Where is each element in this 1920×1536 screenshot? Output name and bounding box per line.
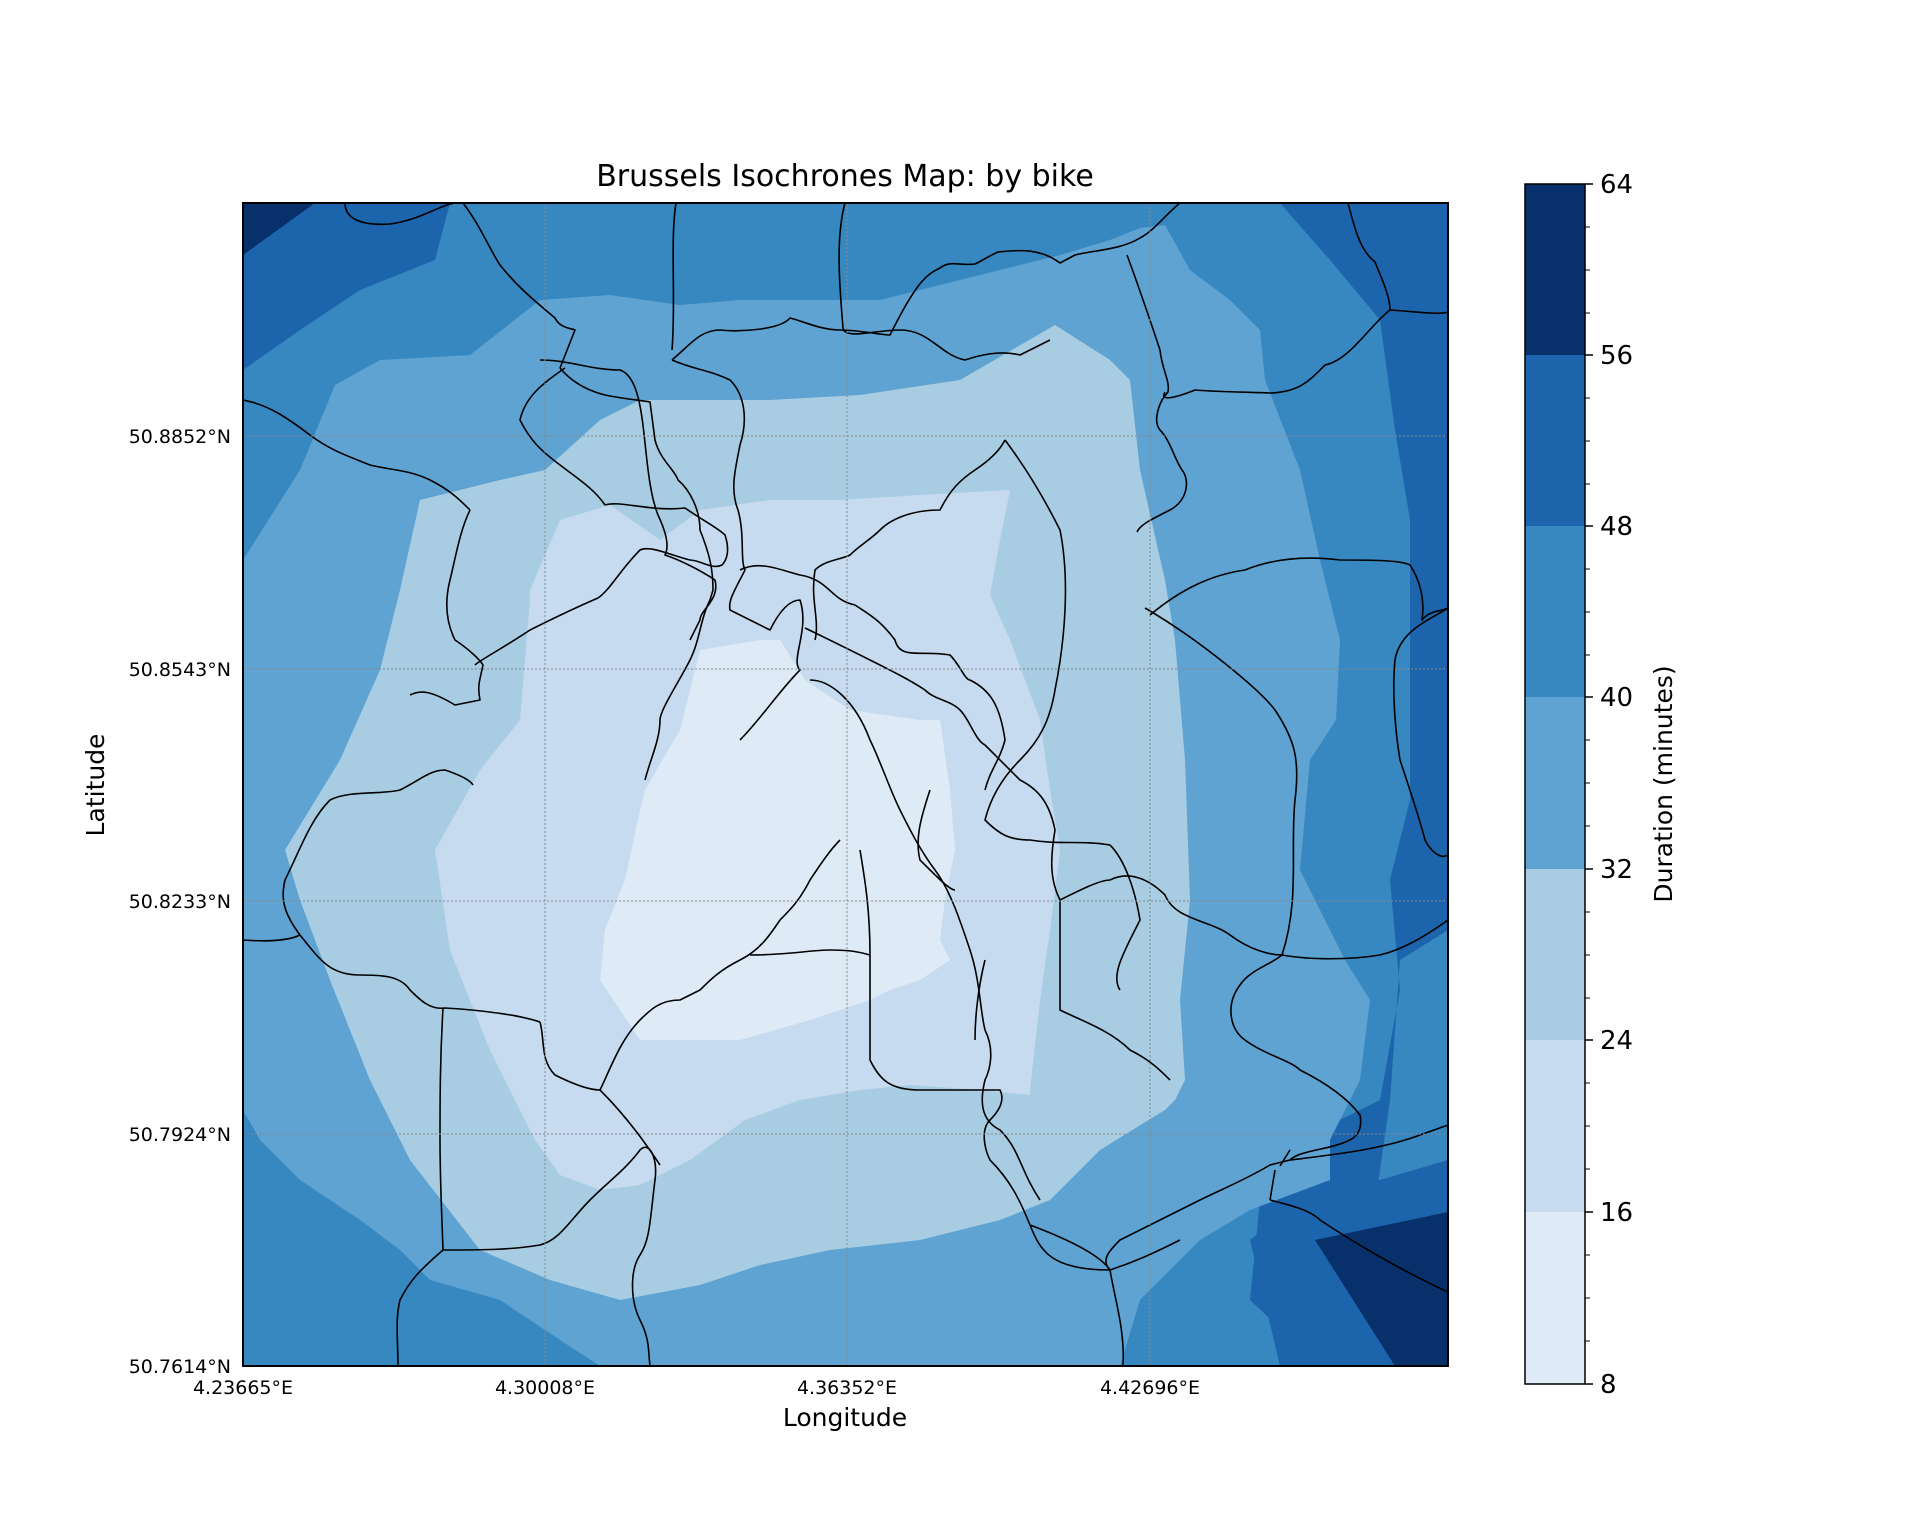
boundary-line [838, 203, 1051, 361]
x-axis-label: Longitude [783, 1403, 907, 1432]
boundary-line [1109, 1269, 1125, 1366]
band-56-64-se-corner [1315, 1212, 1448, 1366]
colorbar-tick-label: 16 [1600, 1198, 1633, 1228]
boundary-line [1149, 557, 1448, 621]
boundary-line [779, 839, 841, 921]
colorbar-tick-label: 8 [1600, 1370, 1617, 1400]
boundary-line [409, 509, 484, 706]
boundary-line [1109, 1239, 1181, 1271]
y-tick-label: 50.7924°N [129, 1124, 231, 1146]
boundary-line [917, 789, 956, 891]
boundary-line [243, 399, 471, 511]
boundary-line [462, 203, 576, 369]
boundary-line [344, 203, 456, 226]
colorbar-band [1525, 1212, 1585, 1384]
y-tick-label: 50.8543°N [129, 659, 231, 681]
boundary-line [597, 502, 729, 599]
axes-frame [242, 202, 1449, 1367]
x-tick-label: 4.23665°E [193, 1377, 293, 1399]
colorbar-tick-label: 32 [1600, 855, 1633, 885]
colorbar-tick-label: 48 [1600, 512, 1633, 542]
colorbar-tick-label: 24 [1600, 1026, 1633, 1056]
boundary-line [739, 564, 971, 681]
boundary-line [671, 203, 677, 351]
boundary-line [1393, 607, 1448, 858]
y-tick-label: 50.8852°N [129, 426, 231, 448]
boundary-line [1269, 1199, 1448, 1293]
x-tick-label: 4.30008°E [495, 1377, 595, 1399]
boundary-line [1126, 254, 1188, 533]
boundary-line [539, 1021, 601, 1091]
boundary-line [974, 959, 986, 1041]
boundary-line [243, 769, 474, 942]
band-8-16 [600, 640, 955, 1040]
colorbar-band [1525, 869, 1585, 1040]
boundary-line [1144, 607, 1298, 956]
colorbar-label: Duration (minutes) [1649, 665, 1678, 902]
band-48-56-nw [243, 203, 450, 370]
boundary-line [812, 439, 1006, 641]
boundary-line [1281, 919, 1448, 960]
boundary-line [599, 919, 781, 1091]
boundary-line [671, 203, 1181, 361]
colorbar-band [1525, 184, 1585, 355]
boundary-line [1029, 1224, 1111, 1271]
boundary-line [519, 367, 606, 506]
colorbar: 64 56 48 40 32 24 16 8 Duration (minutes… [1524, 170, 1678, 1400]
colorbar-frame [1524, 183, 1586, 1385]
boundary-line [1109, 844, 1141, 991]
band-56-64-nw-corner [243, 203, 315, 255]
boundary-line [1289, 1124, 1448, 1161]
colorbar-tick-label: 64 [1600, 170, 1633, 200]
isochrone-layer [243, 203, 1448, 1366]
boundary-line [981, 1029, 1041, 1201]
boundary-line [644, 479, 714, 781]
colorbar-band [1525, 697, 1585, 869]
boundary-line [1105, 954, 1362, 1271]
boundary-line [984, 744, 1061, 901]
boundary-line [599, 1089, 661, 1166]
boundary-line [804, 627, 986, 746]
boundary-line [671, 359, 804, 741]
x-tick-label: 4.42696°E [1100, 1377, 1200, 1399]
boundary-line [539, 359, 717, 641]
boundary-line [749, 949, 871, 956]
boundary-line [396, 1007, 444, 1366]
y-tick-label: 50.8233°N [129, 891, 231, 913]
boundary-line [984, 439, 1111, 846]
boundary-line [1059, 899, 1171, 1081]
grid-lines [243, 203, 1448, 1366]
boundary-line [859, 849, 1111, 1271]
boundary-line [299, 934, 541, 1023]
colorbar-tick-label: 56 [1600, 341, 1633, 371]
colorbar-tick-label: 40 [1600, 683, 1633, 713]
boundary-line [474, 597, 599, 666]
municipality-boundaries [243, 203, 1448, 1366]
boundary-line [559, 367, 679, 481]
boundary-line [969, 679, 1006, 791]
boundary-line [1389, 309, 1448, 315]
y-tick-label: 50.7614°N [129, 1356, 231, 1378]
colorbar-band [1525, 1040, 1585, 1212]
boundary-line [1163, 203, 1391, 399]
chart-title: Brussels Isochrones Map: by bike [596, 159, 1094, 194]
x-tick-label: 4.36352°E [797, 1377, 897, 1399]
boundary-line [1059, 875, 1283, 956]
y-axis-label: Latitude [81, 734, 110, 837]
colorbar-band [1525, 526, 1585, 697]
colorbar-band [1525, 355, 1585, 526]
boundary-line [1269, 1149, 1291, 1201]
